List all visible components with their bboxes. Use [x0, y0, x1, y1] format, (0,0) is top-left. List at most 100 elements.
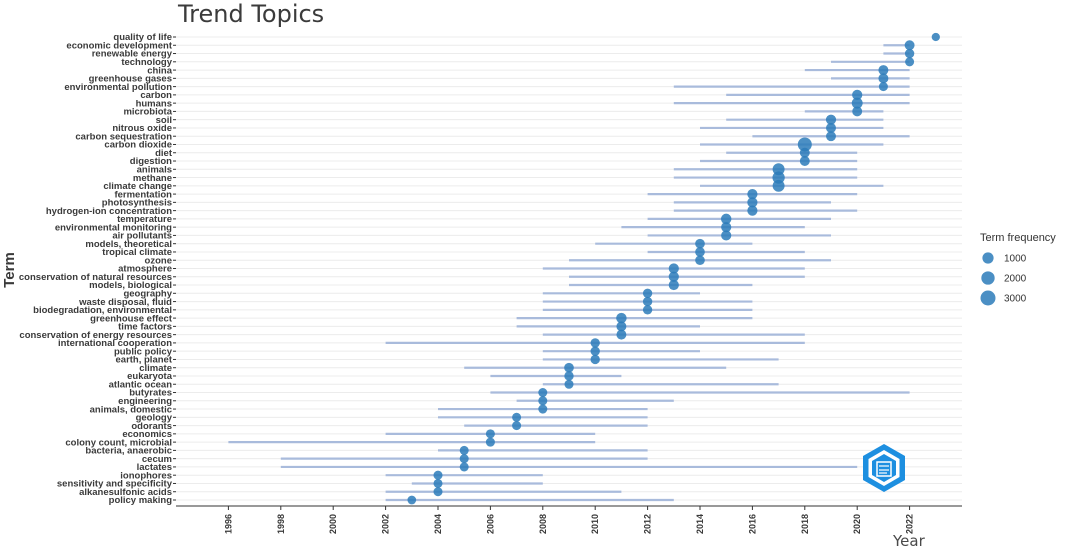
term-point — [564, 371, 574, 381]
y-tick-label: geology — [136, 413, 173, 424]
y-tick-label: greenhouse effect — [90, 313, 173, 324]
y-tick-label: economics — [122, 429, 172, 440]
term-point — [642, 305, 653, 315]
term-point — [772, 171, 785, 184]
term-point — [538, 396, 548, 406]
term-point — [459, 462, 469, 472]
term-point — [695, 255, 705, 266]
y-tick-label: models, theoretical — [85, 239, 172, 250]
legend-label: 3000 — [1004, 294, 1027, 305]
term-point — [668, 271, 679, 282]
term-point — [616, 312, 627, 324]
y-tick-label: bacteria, anaerobic — [85, 446, 172, 457]
term-point — [459, 445, 469, 455]
y-tick-label: butyrates — [129, 388, 172, 399]
x-tick-label: 1996 — [223, 514, 233, 534]
term-point — [721, 230, 732, 241]
y-tick-label: humans — [136, 98, 172, 109]
x-tick-label: 2006 — [485, 514, 495, 534]
y-tick-label: earth, planet — [116, 355, 173, 366]
term-point — [905, 57, 915, 67]
y-tick-label: china — [147, 65, 173, 76]
term-point — [826, 131, 836, 142]
y-tick-label: technology — [121, 57, 172, 68]
term-point — [931, 32, 940, 42]
median-year-points — [407, 32, 940, 505]
term-point — [590, 346, 600, 356]
y-tick-label: animals, domestic — [90, 404, 172, 415]
term-point — [852, 106, 863, 117]
y-tick-label: carbon sequestration — [75, 131, 172, 142]
y-tick-label: lactates — [137, 462, 172, 473]
y-tick-label: biodegradation, environmental — [33, 305, 172, 316]
y-tick-label: eukaryota — [127, 371, 173, 382]
x-tick-label: 2014 — [695, 514, 705, 534]
y-tick-label: conservation of natural resources — [19, 272, 172, 283]
y-tick-label: ionophores — [120, 470, 172, 481]
x-tick-label: 2018 — [800, 514, 810, 534]
y-tick-label: odorants — [131, 421, 172, 432]
term-point — [799, 156, 810, 166]
term-point — [616, 329, 627, 340]
term-point — [826, 122, 836, 133]
term-point — [538, 404, 548, 414]
term-point — [799, 147, 810, 158]
y-tick-label: public policy — [114, 346, 173, 357]
term-point — [433, 470, 443, 480]
y-tick-label: policy making — [109, 495, 173, 506]
x-tick-label: 2002 — [381, 514, 391, 534]
legend-label: 1000 — [1004, 254, 1027, 265]
y-tick-label: greenhouse gases — [89, 74, 172, 85]
x-tick-label: 2010 — [590, 514, 600, 534]
legend-key — [982, 252, 994, 264]
y-tick-label: models, biological — [89, 280, 172, 291]
y-tick-label: engineering — [118, 396, 172, 407]
x-tick-label: 2022 — [905, 514, 915, 534]
term-point — [485, 429, 495, 439]
term-point — [825, 114, 837, 125]
y-tick-label: environmental pollution — [64, 82, 172, 93]
term-point — [851, 97, 863, 109]
bibliometrix-logo — [863, 444, 905, 492]
legend-key — [980, 290, 996, 306]
term-point — [433, 487, 443, 497]
term-point — [747, 197, 758, 208]
y-tick-label: carbon — [140, 90, 172, 101]
y-tick-label: climate change — [103, 181, 172, 192]
y-tick-label: nitrous oxide — [112, 123, 172, 134]
term-point — [878, 73, 889, 84]
term-point — [512, 412, 522, 422]
y-tick-label: time factors — [118, 322, 172, 333]
y-tick-label: climate — [139, 363, 172, 374]
y-tick-label: renewable energy — [92, 49, 173, 60]
term-point — [695, 238, 705, 249]
y-tick-label: sensitivity and specificity — [57, 479, 173, 490]
y-tick-label: alkanesulfonic acids — [79, 487, 172, 498]
x-tick-label: 2012 — [643, 514, 653, 534]
y-tick-label: fermentation — [114, 189, 172, 200]
term-point — [668, 279, 679, 291]
y-tick-label: air pollutants — [112, 231, 172, 242]
y-tick-label: animals — [137, 164, 172, 175]
term-point — [433, 478, 443, 488]
x-axis-ticks: 1996 1998 2000 2002 2004 2006 2008 2010 2012 2014… — [223, 506, 915, 534]
term-point — [616, 321, 627, 332]
y-tick-label: ozone — [145, 255, 172, 266]
y-tick-label: quality of life — [113, 32, 172, 43]
y-tick-label: waste disposal, fluid — [78, 297, 172, 308]
y-tick-label: tropical climate — [102, 247, 172, 258]
y-tick-label: colony count, microbial — [65, 437, 172, 448]
x-tick-label: 1998 — [276, 514, 286, 534]
term-point — [642, 288, 653, 298]
y-tick-label: atlantic ocean — [109, 379, 173, 390]
y-tick-label: economic development — [66, 40, 172, 51]
legend-label: 2000 — [1004, 274, 1027, 285]
legend-key — [981, 271, 995, 285]
term-point — [721, 222, 732, 233]
term-point — [878, 82, 888, 92]
x-tick-label: 2016 — [747, 514, 757, 534]
y-tick-label: methane — [133, 173, 172, 184]
legend: Term frequency 1000 2000 3000 — [980, 232, 1056, 306]
term-point — [564, 362, 574, 373]
